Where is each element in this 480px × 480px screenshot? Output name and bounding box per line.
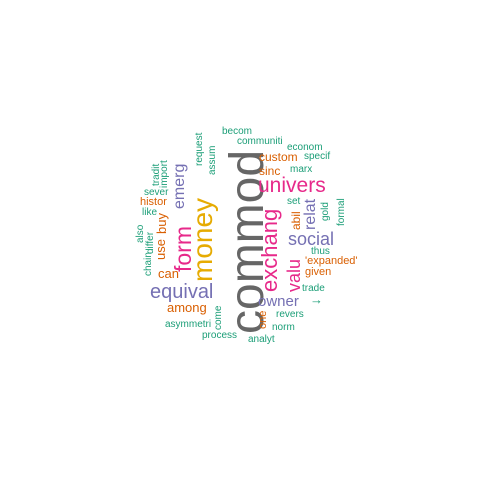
word-social: social bbox=[288, 229, 335, 249]
word-valu: valu bbox=[284, 258, 304, 292]
word-sever: sever bbox=[144, 187, 169, 198]
word-owner: owner bbox=[258, 293, 299, 310]
word-univers: univers bbox=[258, 174, 326, 197]
word-custom: custom bbox=[259, 150, 298, 164]
word-marx: marx bbox=[290, 164, 313, 175]
word-emerg: emerg bbox=[171, 163, 188, 209]
word-equival: equival bbox=[150, 281, 214, 303]
word-come: come bbox=[213, 305, 224, 330]
word-given: given bbox=[305, 266, 332, 278]
word-process: process bbox=[202, 330, 238, 341]
word-also: also bbox=[135, 224, 146, 243]
word-differ: differ bbox=[145, 231, 156, 254]
word-can: can bbox=[158, 266, 179, 281]
word-tradit: tradit bbox=[151, 163, 162, 186]
word-arrow: → bbox=[310, 292, 323, 307]
word-revers: revers bbox=[276, 309, 304, 320]
word-one: one bbox=[257, 310, 269, 329]
word-chain: chain bbox=[143, 252, 154, 276]
word-expanded: 'expanded' bbox=[305, 255, 358, 267]
word-like: like bbox=[142, 207, 158, 218]
word-communiti: communiti bbox=[237, 136, 283, 147]
word-analyt: analyt bbox=[248, 334, 275, 345]
word-assum: assum bbox=[207, 145, 218, 175]
word-exchang: exchang bbox=[257, 208, 282, 292]
word-abil: abil bbox=[289, 211, 303, 230]
word-trade: trade bbox=[302, 283, 325, 294]
word-among: among bbox=[167, 300, 207, 315]
word-set: set bbox=[287, 196, 301, 207]
word-thus: thus bbox=[311, 246, 330, 257]
word-specif: specif bbox=[304, 151, 331, 162]
word-request: request bbox=[194, 132, 205, 166]
word-gold: gold bbox=[320, 202, 331, 221]
word-becom: becom bbox=[222, 126, 253, 137]
word-asymmetri: asymmetri bbox=[165, 319, 212, 330]
word-norm: norm bbox=[272, 322, 295, 333]
word-econom: econom bbox=[287, 142, 323, 153]
word-sinc: sinc bbox=[259, 164, 281, 178]
word-relat: relat bbox=[302, 198, 319, 230]
word-histor: histor bbox=[140, 196, 167, 208]
word-formal: formal bbox=[336, 198, 347, 226]
